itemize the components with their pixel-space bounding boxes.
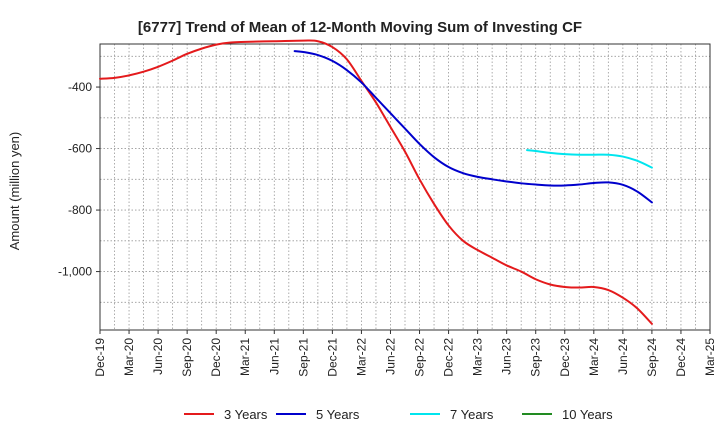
x-tick-label: Mar-25: [703, 338, 717, 376]
series-line-7-years: [526, 149, 653, 169]
legend-label-5-years: 5 Years: [316, 407, 360, 422]
x-tick-label: Sep-21: [296, 338, 310, 377]
x-tick-label: Jun-24: [616, 338, 630, 375]
x-tick-label: Mar-20: [122, 338, 136, 376]
y-tick-label: -600: [68, 142, 92, 156]
y-axis-label: Amount (million yen): [7, 132, 22, 251]
x-tick-label: Dec-23: [558, 338, 572, 377]
gridlines: [100, 44, 710, 330]
x-tick-label: Jun-22: [383, 338, 397, 375]
x-tick-label: Jun-20: [151, 338, 165, 375]
x-tick-label: Sep-20: [180, 338, 194, 377]
x-tick-label: Mar-23: [471, 338, 485, 376]
x-tick-label: Sep-24: [645, 338, 659, 377]
x-tick-label: Dec-19: [93, 338, 107, 377]
y-tick-label: -400: [68, 80, 92, 94]
series-line-5-years: [293, 50, 653, 204]
x-axis: Dec-19 Mar-20 Jun-20 Sep-20 Dec-20 Mar-21 Jun-…: [93, 330, 717, 377]
x-tick-label: Mar-24: [587, 338, 601, 376]
plot-area: [99, 43, 711, 331]
series-line-3-years: [99, 39, 653, 325]
x-tick-label: Dec-20: [209, 338, 223, 377]
y-axis: -400 -600 -800 -1,000: [58, 80, 100, 279]
x-tick-label: Jun-21: [267, 338, 281, 375]
legend: 3 Years 5 Years 7 Years 10 Years: [184, 407, 613, 422]
x-tick-label: Mar-22: [354, 338, 368, 376]
x-tick-label: Dec-22: [442, 338, 456, 377]
legend-label-10-years: 10 Years: [562, 407, 613, 422]
y-tick-label: -1,000: [58, 265, 92, 279]
legend-label-3-years: 3 Years: [224, 407, 268, 422]
x-tick-label: Sep-23: [529, 338, 543, 377]
series-lines: [99, 39, 653, 325]
x-tick-label: Dec-21: [325, 338, 339, 377]
x-tick-label: Jun-23: [500, 338, 514, 375]
y-tick-label: -800: [68, 203, 92, 217]
x-tick-label: Sep-22: [413, 338, 427, 377]
chart-title: [6777] Trend of Mean of 12-Month Moving …: [138, 19, 582, 36]
x-tick-label: Dec-24: [674, 338, 688, 377]
x-tick-label: Mar-21: [238, 338, 252, 376]
legend-label-7-years: 7 Years: [450, 407, 494, 422]
